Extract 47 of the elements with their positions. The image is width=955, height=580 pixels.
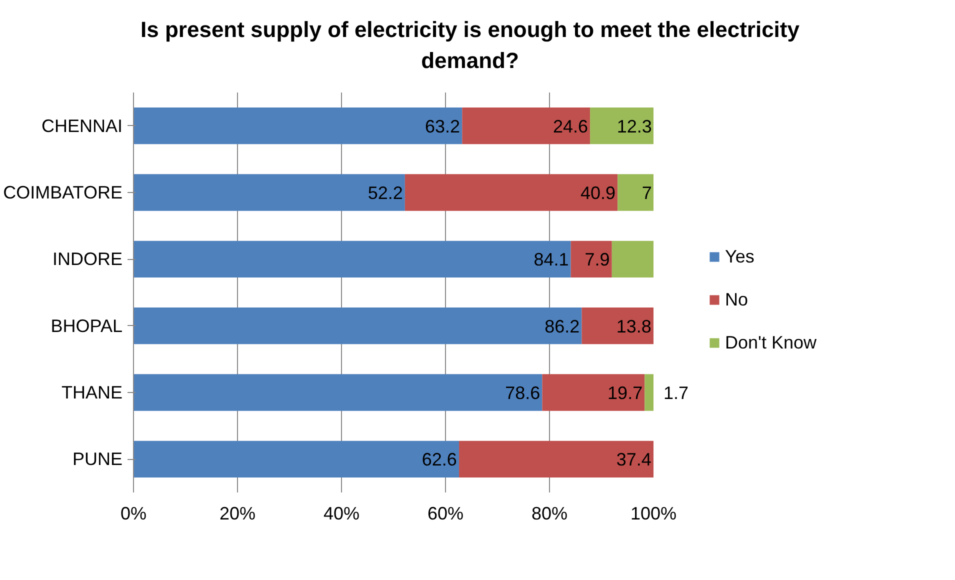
bar xyxy=(404,174,618,210)
x-tick-label: 0% xyxy=(120,503,147,524)
x-tick-label: 20% xyxy=(219,503,256,524)
data-label: 78.6 xyxy=(505,382,540,403)
data-label: 52.2 xyxy=(368,182,403,203)
y-tick-label: INDORE xyxy=(52,248,123,269)
bar xyxy=(459,440,654,478)
bar xyxy=(134,174,405,210)
data-label: 24.6 xyxy=(552,116,588,136)
data-label: 12.3 xyxy=(616,116,652,136)
y-tick-label: THANE xyxy=(61,382,123,402)
y-tick-label: COIMBATORE xyxy=(3,182,123,202)
y-tick-label: CHENNAI xyxy=(41,115,123,136)
bar xyxy=(134,240,571,278)
x-tick-label: 100% xyxy=(630,503,677,524)
x-tick-label: 40% xyxy=(323,503,360,524)
y-tick-label: BHOPAL xyxy=(50,315,123,336)
bar xyxy=(590,107,654,144)
bar xyxy=(134,374,542,410)
data-label: 13.8 xyxy=(616,316,652,336)
data-label: 62.6 xyxy=(422,449,457,470)
data-label: 63.2 xyxy=(425,116,460,136)
legend-label: Yes xyxy=(725,246,754,268)
data-label: 40.9 xyxy=(580,182,616,203)
data-label: 1.7 xyxy=(664,382,689,403)
bar xyxy=(644,374,654,410)
bar xyxy=(612,240,654,278)
chart-title: Is present supply of electricity is enough to meet the electricity demand? xyxy=(140,16,800,75)
bar xyxy=(134,107,462,144)
legend-label: Don't Know xyxy=(725,332,816,354)
bar xyxy=(134,307,582,344)
data-label: 7.9 xyxy=(584,249,610,270)
bar xyxy=(582,307,654,344)
x-tick-label: 80% xyxy=(531,503,568,524)
legend-label: No xyxy=(725,289,748,310)
data-label: 7 xyxy=(642,182,652,203)
data-label: 86.2 xyxy=(544,316,580,336)
bar xyxy=(542,374,645,410)
bar xyxy=(570,240,612,278)
data-label: 84.1 xyxy=(534,249,569,270)
y-tick-label: PUNE xyxy=(72,448,123,469)
data-label: 19.7 xyxy=(608,382,643,403)
data-label: 37.4 xyxy=(616,449,652,470)
bar xyxy=(618,174,654,210)
bar xyxy=(134,440,460,478)
x-tick-label: 60% xyxy=(427,503,464,524)
bar xyxy=(462,107,590,144)
